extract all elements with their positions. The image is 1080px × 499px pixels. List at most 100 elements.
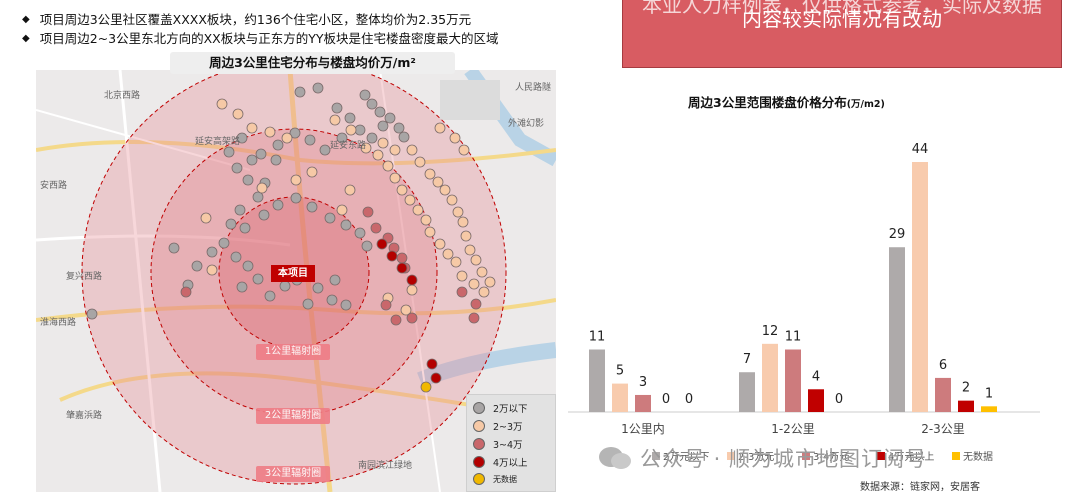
housing-marker-grey [340,299,352,311]
housing-marker-peach [200,212,212,224]
banner-line-2: 内容较实际情况有改动 [742,7,942,31]
housing-marker-grey [384,112,396,124]
bar-value-label: 3 [639,375,647,390]
bar [808,389,824,412]
housing-marker-peach [404,194,416,206]
legend-label: 2~3万 [493,422,523,433]
housing-marker-peach [452,206,464,218]
bar-value-label: 2 [962,381,970,396]
notice-banner: 本业人力样例表，仅供格式参考，实际及数据 内容较实际情况有改动 [622,0,1062,68]
chart-title-text: 周边3公里范围楼盘价格分布 [688,95,847,110]
housing-marker-red [406,312,418,324]
legend-swatch [727,452,735,460]
road-label: 外滩幻影 [508,117,544,129]
housing-marker-peach [439,184,451,196]
housing-marker-grey [236,281,248,293]
bar-value-label: 44 [912,142,929,157]
housing-marker-peach [360,142,372,154]
housing-marker-grey [230,251,242,263]
housing-marker-grey [374,106,386,118]
legend-label: 3-4万元 [813,452,849,463]
housing-marker-grey [272,139,284,151]
housing-marker-grey [239,222,251,234]
legend-label: 4万元以上 [888,451,934,463]
bar [912,162,928,412]
housing-marker-grey [340,219,352,231]
bar-value-label: 1 [985,386,993,401]
bar-value-label: 0 [662,392,670,407]
housing-markers [86,82,496,393]
housing-marker-peach [478,286,490,298]
project-marker: 本项目 [271,265,315,282]
housing-marker-grey [361,240,373,252]
housing-marker-grey [225,218,237,230]
ring-label-3km: 3公里辐射圈 [256,466,330,482]
bar [889,247,905,412]
housing-marker-grey [294,86,306,98]
legend-label: 2万以下 [493,404,528,415]
housing-marker-peach [424,168,436,180]
legend-item: 2万以下 [473,401,528,415]
housing-marker-darkred [396,262,408,274]
housing-marker-peach [232,108,244,120]
housing-marker-grey [223,146,235,158]
housing-marker-peach [449,132,461,144]
bar [635,394,651,412]
bar-value-label: 5 [616,364,624,379]
housing-marker-peach [464,244,476,256]
housing-marker-red [180,286,192,298]
housing-marker-peach [306,166,318,178]
housing-marker-grey [264,290,276,302]
data-source: 数据来源：链家网，安居客 [860,482,980,493]
housing-marker-red [370,222,382,234]
housing-marker-grey [242,174,254,186]
housing-marker-peach [345,124,357,136]
housing-marker-peach [476,266,488,278]
housing-marker-grey [312,82,324,94]
housing-marker-peach [372,149,384,161]
road-label: 延安高架路 [195,135,240,147]
wechat-icon [598,445,632,471]
housing-marker-grey [329,274,341,286]
housing-marker-grey [331,102,343,114]
map-title: 周边3公里住宅分布与楼盘均价万/m² [170,52,455,74]
housing-marker-peach [468,278,480,290]
housing-marker-red [456,286,468,298]
housing-marker-peach [389,172,401,184]
bar [739,372,755,412]
housing-marker-red [380,299,392,311]
road-label: 安西路 [40,179,67,191]
housing-marker-grey [252,191,264,203]
housing-marker-peach [400,304,412,316]
housing-marker-grey [354,227,366,239]
housing-marker-peach [336,204,348,216]
summary-bullets: ◆ 项目周边3公里社区覆盖XXXX板块，约136个住宅小区，整体均价为2.35万元… [22,10,498,48]
housing-marker-grey [336,132,348,144]
housing-marker-darkred [426,358,438,370]
housing-marker-grey [231,162,243,174]
housing-marker-peach [456,270,468,282]
housing-marker-grey [319,144,331,156]
legend-swatch [473,456,485,468]
housing-marker-grey [255,148,267,160]
legend-swatch [473,402,485,414]
housing-marker-grey [324,212,336,224]
bar-value-label: 0 [685,392,693,407]
legend-swatch [877,452,885,460]
road-label: 北京西路 [104,89,140,101]
diamond-bullet-icon: ◆ [22,14,30,25]
bar [785,349,801,412]
bullet-item: ◆ 项目周边2~3公里东北方向的XX板块与正东方的YY板块是住宅楼盘密度最大的区域 [22,29,498,48]
bar-value-label: 7 [743,352,751,367]
housing-marker-peach [206,264,218,276]
housing-marker-peach [450,256,462,268]
bullet-text: 项目周边2~3公里东北方向的XX板块与正东方的YY板块是住宅楼盘密度最大的区域 [39,31,499,46]
housing-marker-peach [256,182,268,194]
housing-marker-grey [252,273,264,285]
bar-value-label: 11 [785,330,802,345]
housing-marker-peach [290,174,302,186]
housing-marker-peach [460,230,472,242]
road-label: 肇嘉浜路 [66,409,102,421]
housing-marker-red [470,298,482,310]
housing-marker-peach [470,254,482,266]
